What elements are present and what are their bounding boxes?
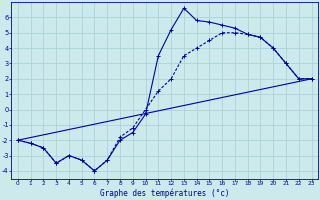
X-axis label: Graphe des températures (°c): Graphe des températures (°c) [100, 188, 229, 198]
